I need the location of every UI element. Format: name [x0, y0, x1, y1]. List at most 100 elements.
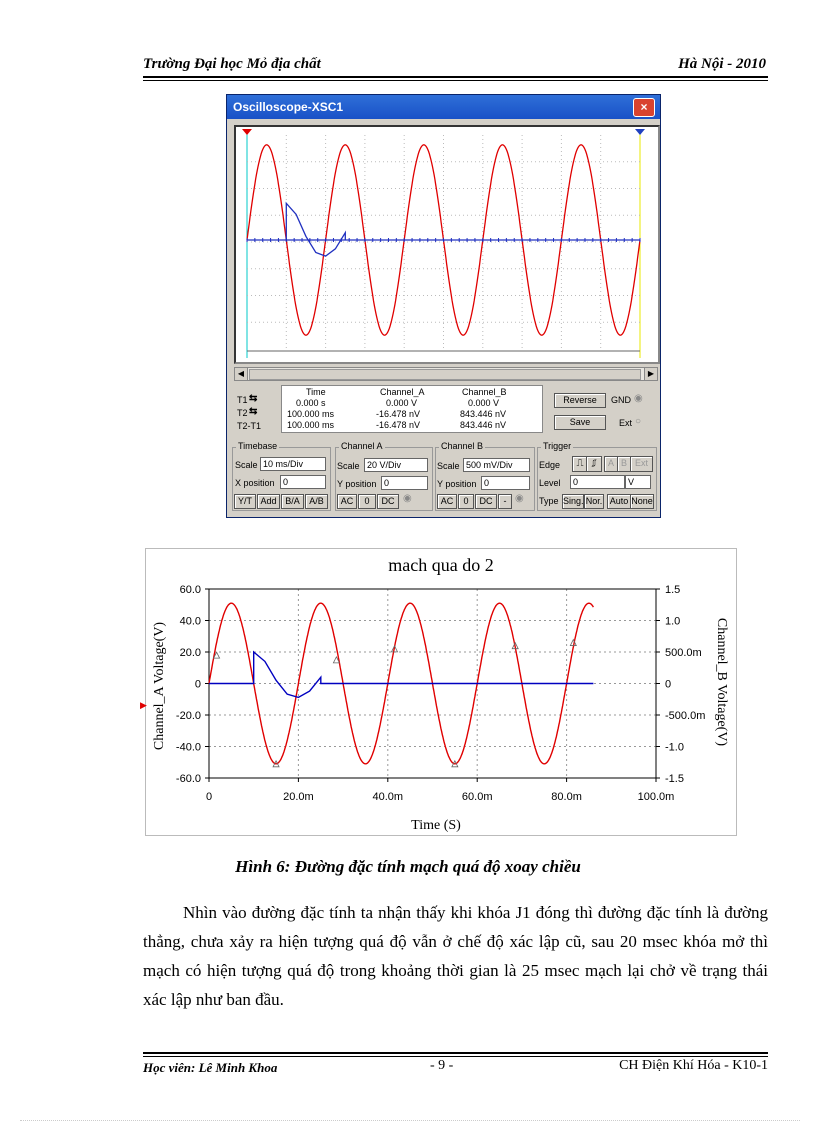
trigger-level-unit[interactable]: V	[625, 475, 651, 489]
readout-t1-a: 0.000 V	[386, 398, 418, 408]
readout-t1-time: 0.000 s	[296, 398, 326, 408]
timebase-title: Timebase	[236, 441, 280, 451]
footer-rule-thin	[143, 1056, 768, 1057]
source-b-button[interactable]: B	[617, 456, 631, 472]
body-paragraph: Nhìn vào đường đặc tính ta nhận thấy khi…	[143, 898, 768, 1014]
type-none-button[interactable]: None	[630, 494, 654, 509]
readout-header-a: Channel_A	[380, 387, 425, 397]
trigger-title: Trigger	[541, 441, 574, 451]
mode-yt-button[interactable]: Y/T	[234, 494, 256, 509]
channel-a-scale-field[interactable]: 20 V/Div	[364, 458, 428, 472]
y-tick-label-right: -1.0	[665, 742, 684, 754]
y-tick-label-right: 500.0m	[665, 647, 702, 659]
gnd-radio-icon[interactable]: ◉	[634, 393, 643, 404]
page-edge	[20, 1120, 800, 1121]
y-tick-label-left: -60.0	[176, 773, 201, 785]
y-tick-label-left: 0	[195, 679, 201, 691]
readout-header-time: Time	[306, 387, 326, 397]
channel-a-ac-button[interactable]: AC	[337, 494, 357, 509]
channel-b-ypos-field[interactable]: 0	[481, 476, 530, 490]
x-tick-label: 100.0m	[638, 791, 675, 803]
footer-student: Học viên: Lê Minh Khoa	[143, 1060, 278, 1075]
scroll-left-icon[interactable]: ◀	[235, 368, 248, 380]
mode-ba-button[interactable]: B/A	[281, 494, 304, 509]
cursor-delta-label: T2-T1	[237, 421, 262, 431]
trigger-level-label: Level	[539, 478, 561, 488]
page-header: Trường Đại học Mỏ địa chất Hà Nội - 2010	[143, 52, 768, 78]
type-normal-button[interactable]: Nor.	[584, 494, 604, 509]
source-a-button[interactable]: A	[604, 456, 618, 472]
channel-b-scale-field[interactable]: 500 mV/Div	[463, 458, 530, 472]
readout-delta-a: -16.478 nV	[376, 420, 421, 430]
xpos-field[interactable]: 0	[280, 475, 326, 489]
channel-a-scale-label: Scale	[337, 461, 360, 471]
mode-ab-button[interactable]: A/B	[305, 494, 328, 509]
data-marker	[332, 655, 341, 664]
channel-b-dc-button[interactable]: DC	[475, 494, 497, 509]
channel-b-radio-icon[interactable]: ◉	[515, 493, 524, 504]
channel-b-ac-button[interactable]: AC	[437, 494, 457, 509]
channel-a-radio-icon[interactable]: ◉	[403, 493, 412, 504]
save-button[interactable]: Save	[554, 415, 606, 430]
oscilloscope-titlebar: Oscilloscope-XSC1 ×	[227, 95, 660, 119]
cursor-t2-arrows-icon[interactable]: ⇆	[249, 406, 258, 417]
data-marker	[272, 759, 280, 768]
scroll-right-icon[interactable]: ▶	[644, 368, 657, 380]
source-ext-button[interactable]: Ext	[630, 456, 653, 472]
y-tick-label-right: 0	[665, 679, 671, 691]
readout-delta-b: 843.446 nV	[460, 420, 507, 430]
data-marker	[511, 641, 519, 650]
ext-radio-icon[interactable]: ○	[635, 416, 642, 427]
channel-a-zero-button[interactable]: 0	[358, 494, 376, 509]
readout-t2-b: 843.446 nV	[460, 409, 507, 419]
channel-a-ypos-field[interactable]: 0	[381, 476, 428, 490]
data-marker	[451, 759, 459, 768]
figure-caption: Hình 6: Đường đặc tính mạch quá độ xoay …	[235, 857, 581, 876]
scroll-thumb[interactable]	[249, 369, 641, 380]
y-tick-label-right: 1.0	[665, 616, 680, 628]
oscilloscope-window: Oscilloscope-XSC1 × ◀ ▶ T1 ⇆ T2 ⇆ T2-T1 …	[226, 94, 661, 518]
falling-edge-icon[interactable]: ⎎	[586, 456, 602, 472]
channel-a-title: Channel A	[339, 441, 385, 451]
data-marker	[390, 644, 399, 653]
measurement-readout: Time Channel_A Channel_B 0.000 s 0.000 V…	[281, 385, 543, 433]
close-button[interactable]: ×	[633, 98, 655, 117]
y-tick-label-left: 40.0	[180, 616, 201, 628]
oscilloscope-trace	[242, 129, 645, 358]
readout-delta-time: 100.000 ms	[287, 420, 335, 430]
cursor-t1-arrows-icon[interactable]: ⇆	[249, 393, 258, 404]
type-single-button[interactable]: Sing.	[562, 494, 584, 509]
y-tick-label-left: 20.0	[180, 647, 201, 659]
series-channel-a	[208, 602, 595, 765]
channel-b-zero-button[interactable]: 0	[458, 494, 474, 509]
rising-edge-icon[interactable]: ⎍	[572, 456, 588, 472]
header-school: Trường Đại học Mỏ địa chất	[143, 56, 321, 72]
mode-add-button[interactable]: Add	[257, 494, 280, 509]
reverse-button[interactable]: Reverse	[554, 393, 606, 408]
y-tick-label-right: -500.0m	[665, 710, 705, 722]
gnd-label: GND	[611, 395, 631, 405]
page-number: - 9 -	[430, 1058, 454, 1073]
horizontal-scrollbar[interactable]: ◀ ▶	[234, 367, 658, 381]
readout-t1-b: 0.000 V	[468, 398, 500, 408]
y-tick-label-left: 60.0	[180, 584, 201, 596]
chart-ylabel-left: Channel_A Voltage(V)	[152, 622, 167, 751]
trigger-edge-label: Edge	[539, 460, 561, 470]
chart-canvas: mach qua do 2 Time (S) Channel_A Voltage…	[152, 555, 729, 833]
timebase-scale-field[interactable]: 10 ms/Div	[260, 457, 326, 471]
channel-b-title: Channel B	[439, 441, 486, 451]
x-tick-label: 60.0m	[462, 791, 493, 803]
channel-b-scale-label: Scale	[437, 461, 460, 471]
readout-t2-time: 100.000 ms	[287, 409, 335, 419]
x-tick-label: 40.0m	[373, 791, 404, 803]
channel-a-dc-button[interactable]: DC	[377, 494, 399, 509]
xpos-label: X position	[235, 478, 275, 488]
footer-course: CH Điện Khí Hóa - K10-1	[619, 1058, 768, 1073]
trigger-level-field[interactable]: 0	[570, 475, 625, 489]
type-auto-button[interactable]: Auto	[607, 494, 631, 509]
cursor-t2-marker-icon	[635, 129, 645, 135]
channel-b-invert-button[interactable]: -	[498, 494, 512, 509]
oscilloscope-title: Oscilloscope-XSC1	[233, 100, 344, 114]
oscilloscope-screen	[234, 125, 660, 364]
y-tick-label-right: -1.5	[665, 773, 684, 785]
